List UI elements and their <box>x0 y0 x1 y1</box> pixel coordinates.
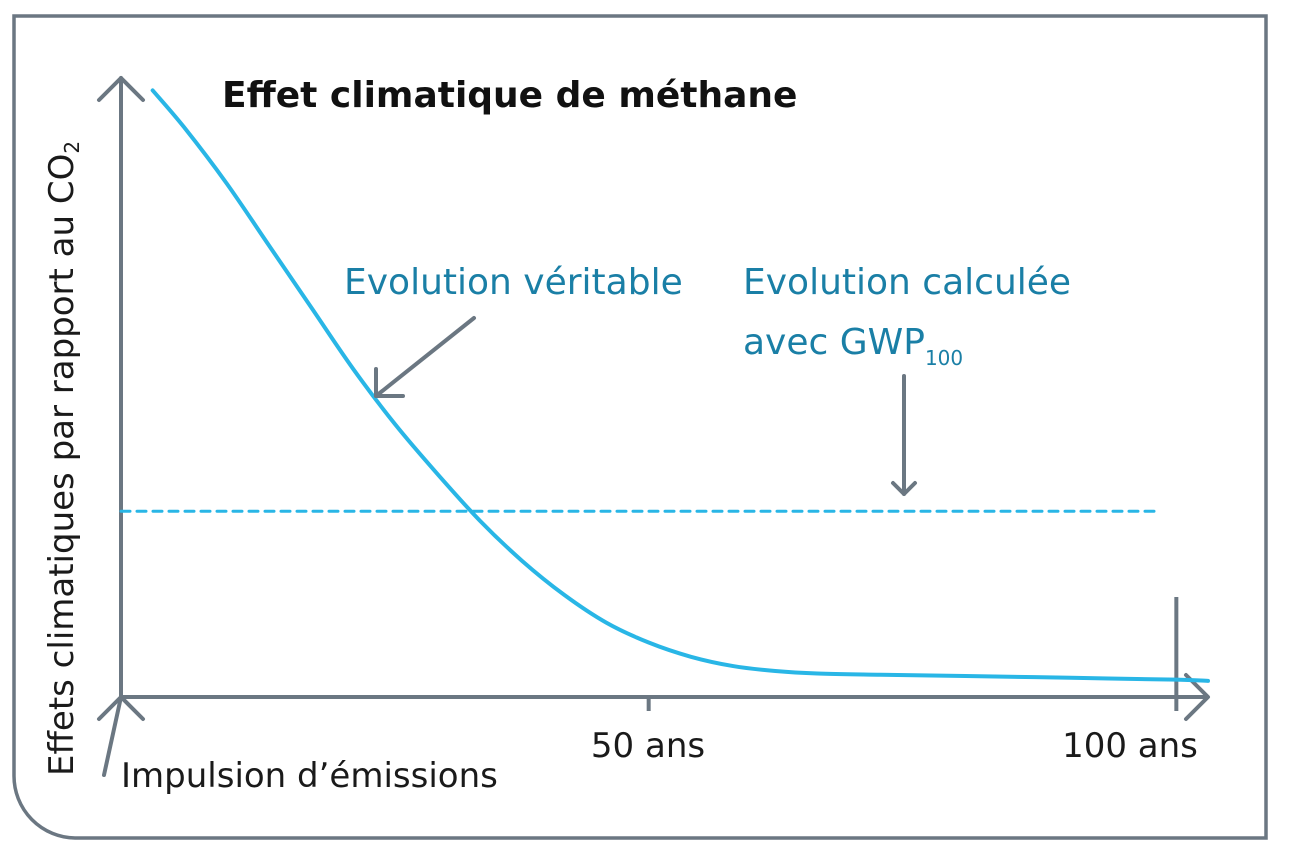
x-tick-label-100: 100 ans <box>1062 726 1198 766</box>
y-axis-arrow <box>97 76 145 102</box>
arrow-true-evolution <box>374 316 476 398</box>
chart-frame <box>12 14 1268 840</box>
y-axis-label: Effets climatiques par rapport au CO2 <box>42 141 84 776</box>
chart-marks <box>119 88 1210 711</box>
y-axis-label-main: Effets climatiques par rapport au CO <box>42 154 82 776</box>
annotation-calculated-evolution-line2: avec GWP100 <box>743 322 963 370</box>
x-tick-label-50: 50 ans <box>591 726 705 766</box>
x-axis-arrow <box>1184 673 1210 721</box>
arrow-calculated-evolution <box>891 374 917 496</box>
y-axis-label-subscript: 2 <box>60 141 84 154</box>
annotation-gwp-text: avec GWP <box>743 322 925 363</box>
x-origin-label: Impulsion d’émissions <box>121 756 498 796</box>
chart-title: Effet climatique de méthane <box>222 75 797 116</box>
annotation-true-evolution: Evolution véritable <box>344 262 683 303</box>
series-line-true-evolution <box>150 88 1210 683</box>
annotation-calculated-evolution-line1: Evolution calculée <box>743 262 1071 303</box>
axes <box>97 76 1210 777</box>
origin-pointer-line <box>102 695 123 777</box>
annotation-gwp-subscript: 100 <box>925 346 963 370</box>
